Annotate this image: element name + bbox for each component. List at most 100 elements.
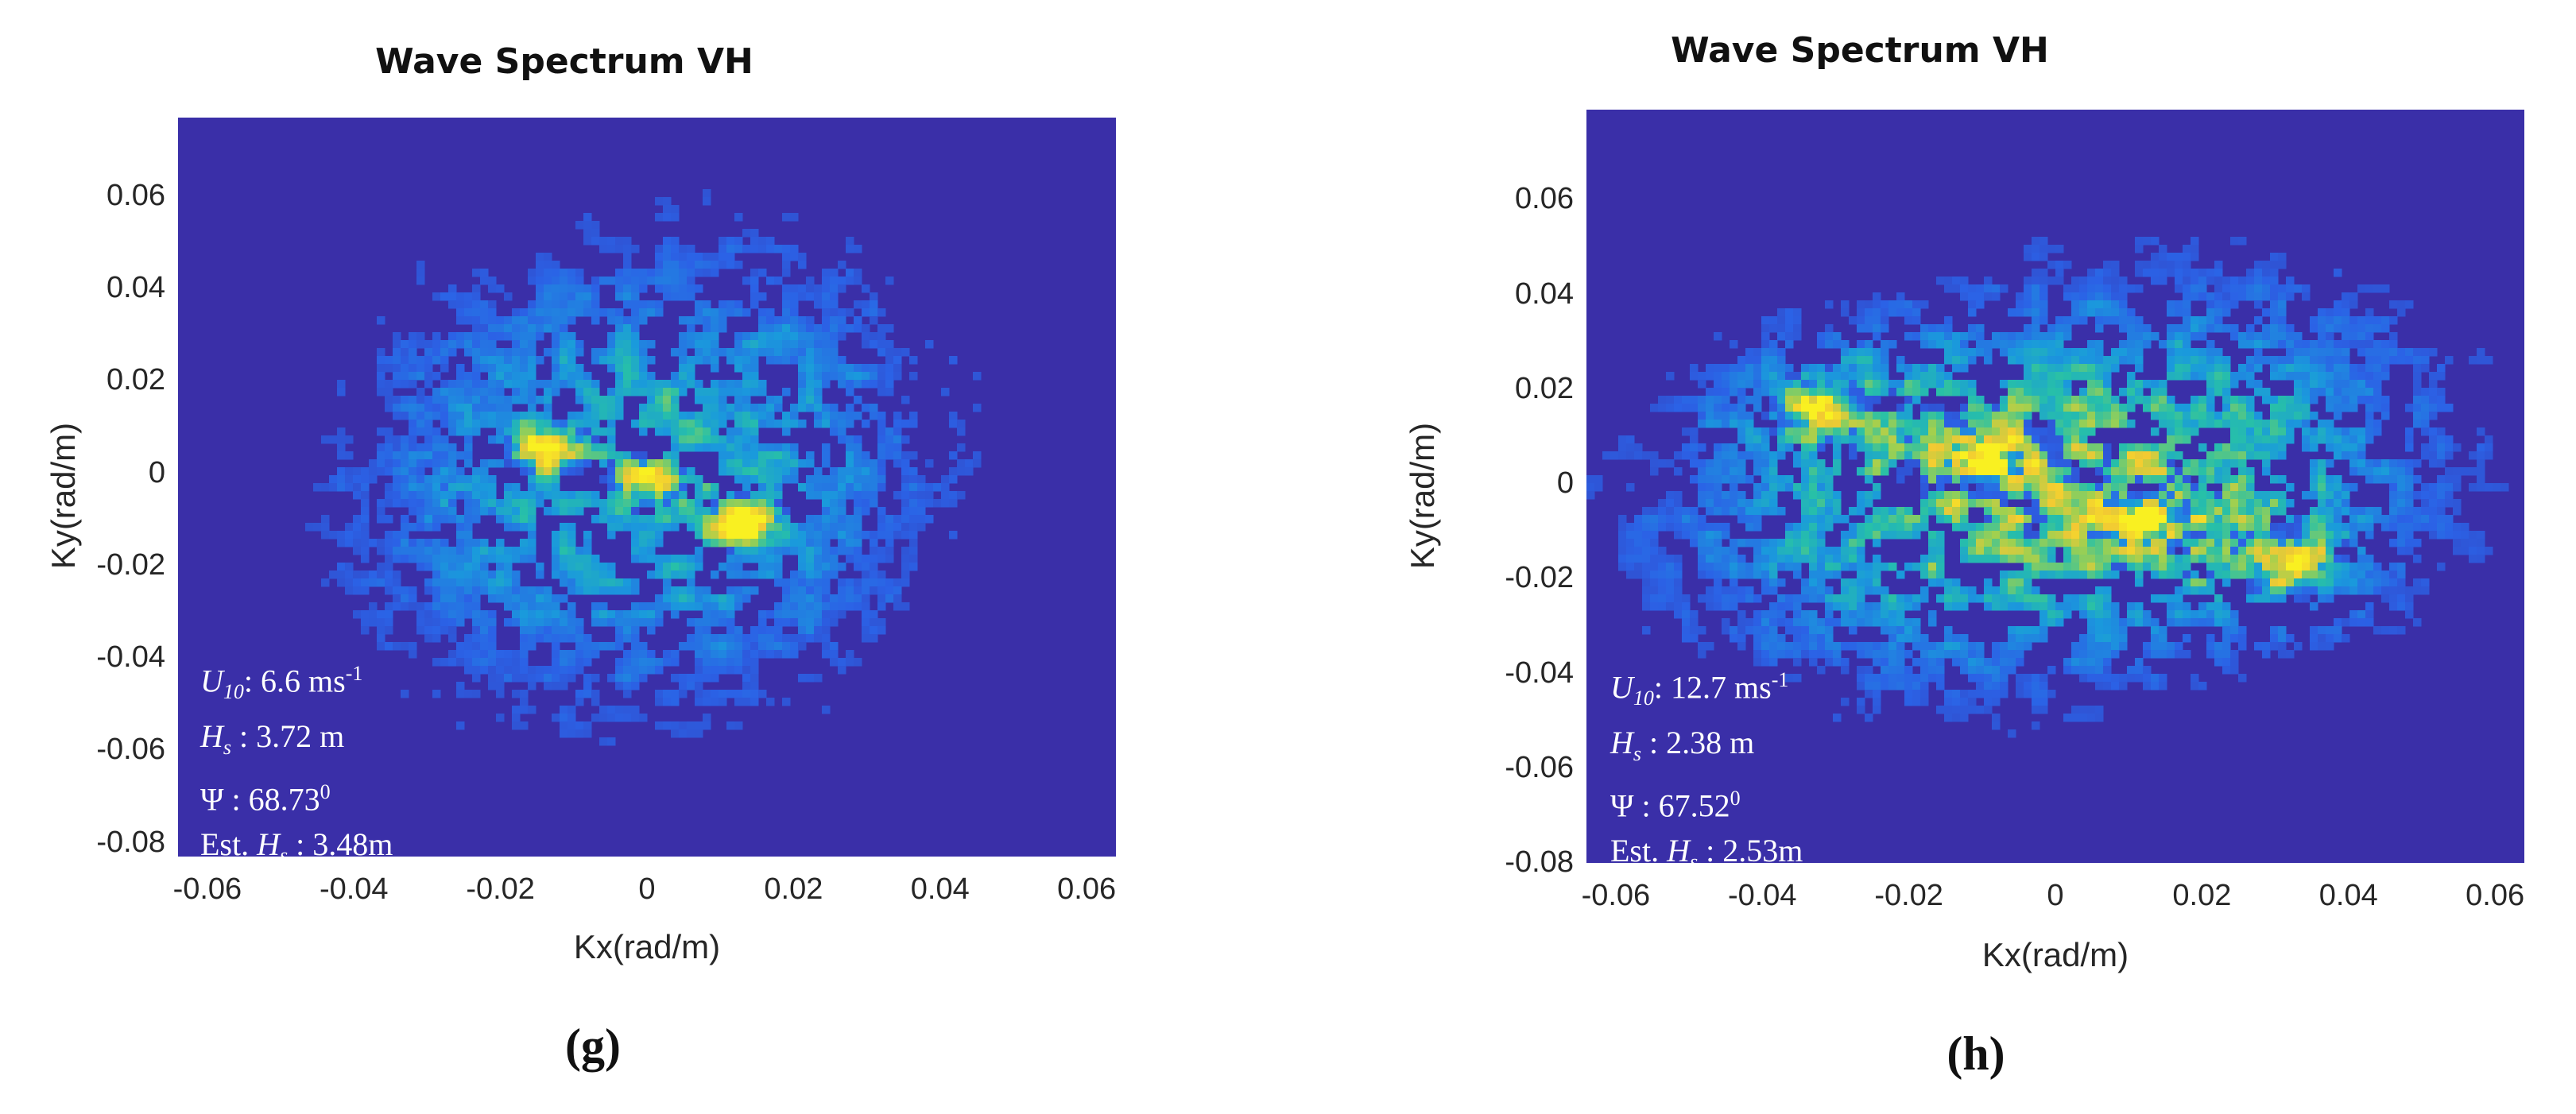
heatmap-cell: [830, 602, 839, 611]
heatmap-cell: [2326, 380, 2334, 389]
heatmap-cell: [591, 690, 600, 698]
heatmap-cell: [1904, 380, 1913, 389]
heatmap-cell: [1793, 308, 1802, 317]
heatmap-cell: [2063, 467, 2072, 476]
heatmap-cell: [2381, 467, 2390, 476]
heatmap-cell: [2397, 459, 2406, 468]
heatmap-cell: [2429, 388, 2438, 396]
heatmap-cell: [567, 618, 576, 627]
heatmap-cell: [607, 475, 616, 484]
heatmap-cell: [901, 483, 910, 492]
heatmap-cell: [607, 578, 616, 587]
heatmap-cell: [1777, 308, 1786, 317]
heatmap-cell: [536, 316, 544, 325]
heatmap-cell: [2087, 459, 2096, 468]
heatmap-cell: [647, 467, 656, 476]
heatmap-cell: [480, 578, 489, 587]
heatmap-cell: [416, 547, 425, 555]
heatmap-cell: [774, 475, 783, 484]
heatmap-cell: [1968, 467, 1977, 476]
heatmap-cell: [552, 459, 560, 468]
heatmap-cell: [440, 578, 449, 587]
heatmap-cell: [2079, 483, 2088, 492]
heatmap-cell: [2055, 459, 2064, 468]
heatmap-cell: [655, 523, 664, 532]
heatmap-cell: [2198, 277, 2207, 285]
heatmap-cell: [719, 324, 727, 333]
heatmap-cell: [885, 277, 894, 285]
heatmap-cell: [623, 507, 632, 516]
heatmap-cell: [695, 420, 703, 428]
heatmap-cell: [2024, 284, 2032, 293]
heatmap-cell: [1793, 412, 1802, 420]
heatmap-cell: [2071, 483, 2080, 492]
heatmap-cell: [806, 523, 815, 532]
heatmap-cell: [2214, 412, 2223, 420]
heatmap-cell: [2206, 515, 2215, 524]
heatmap-cell: [2127, 523, 2136, 532]
heatmap-cell: [663, 269, 672, 277]
heatmap-cell: [377, 610, 385, 619]
heatmap-cell: [520, 721, 529, 730]
heatmap-cell: [2310, 356, 2318, 365]
heatmap-cell: [1745, 499, 1754, 508]
heatmap-cell: [2119, 277, 2128, 285]
heatmap-cell: [2016, 388, 2024, 396]
heatmap-cell: [2310, 380, 2318, 389]
heatmap-cell: [806, 563, 815, 571]
heatmap-cell: [2437, 427, 2446, 436]
heatmap-cell: [424, 340, 433, 349]
heatmap-cell: [2063, 420, 2072, 428]
heatmap-cell: [862, 610, 870, 619]
heatmap-cell: [416, 412, 425, 420]
heatmap-cell: [726, 523, 735, 532]
heatmap-cell: [2063, 507, 2072, 516]
heatmap-cell: [2445, 435, 2454, 444]
heatmap-cell: [536, 269, 544, 277]
heatmap-cell: [337, 475, 346, 484]
heatmap-cell: [2437, 451, 2446, 460]
heatmap-cell: [639, 539, 648, 547]
heatmap-cell: [2167, 420, 2175, 428]
heatmap-cell: [1873, 467, 1881, 476]
heatmap-cell: [416, 261, 425, 269]
heatmap-cell: [901, 531, 910, 540]
heatmap-cell: [846, 404, 854, 412]
heatmap-cell: [2167, 412, 2175, 420]
heatmap-cell: [1944, 443, 1953, 452]
heatmap-cell: [790, 578, 799, 587]
heatmap-cell: [1992, 435, 2001, 444]
heatmap-cell: [870, 547, 878, 555]
y-tick-label: -0.08: [96, 825, 165, 859]
heatmap-cell: [536, 277, 544, 285]
heatmap-cell: [2302, 412, 2311, 420]
heatmap-cell: [472, 539, 481, 547]
heatmap-cell: [1928, 427, 1937, 436]
heatmap-cell: [2278, 316, 2287, 325]
heatmap-cell: [663, 571, 672, 579]
heatmap-cell: [2278, 443, 2287, 452]
heatmap-cell: [655, 475, 664, 484]
heatmap-cell: [2055, 340, 2064, 349]
heatmap-cell: [766, 451, 775, 460]
heatmap-cell: [1936, 475, 1945, 484]
heatmap-cell: [790, 324, 799, 333]
heatmap-cell: [2302, 404, 2311, 412]
heatmap-cell: [448, 578, 457, 587]
heatmap-cell: [520, 555, 529, 563]
heatmap-cell: [2286, 420, 2295, 428]
heatmap-cell: [472, 404, 481, 412]
heatmap-cell: [719, 563, 727, 571]
heatmap-cell: [2127, 531, 2136, 540]
heatmap-cell: [1896, 412, 1905, 420]
heatmap-cell: [631, 277, 640, 285]
heatmap-cell: [687, 594, 695, 603]
heatmap-cell: [1984, 507, 1993, 516]
heatmap-cell: [663, 483, 672, 492]
heatmap-cell: [432, 340, 441, 349]
heatmap-cell: [901, 507, 910, 516]
heatmap-cell: [321, 483, 330, 492]
heatmap-cell: [2047, 348, 2056, 357]
heatmap-cell: [1753, 427, 1762, 436]
heatmap-cell: [512, 427, 521, 436]
